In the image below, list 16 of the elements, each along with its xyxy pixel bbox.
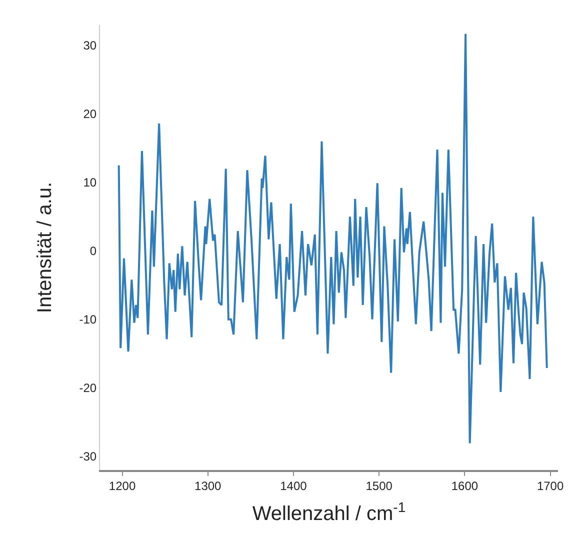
y-tick-label: -20 — [79, 381, 97, 396]
y-tick-label: 0 — [90, 244, 97, 258]
x-tick-label: 1300 — [194, 479, 222, 494]
x-tick-label: 1600 — [451, 479, 478, 494]
x-tick-label: 1500 — [366, 479, 393, 494]
y-tick-label: 10 — [83, 176, 97, 190]
x-tick-label: 1200 — [108, 479, 136, 494]
y-axis-title: Intensität / a.u. — [34, 182, 56, 314]
y-tick-label: -30 — [79, 450, 97, 464]
y-tick-label: 30 — [83, 38, 97, 53]
x-axis-title: Wellenzahl / cm$^{-1}$ — [252, 498, 406, 526]
y-tick-label: 20 — [83, 107, 97, 122]
x-tick-label: 1400 — [280, 479, 308, 494]
y-tick-label: -10 — [79, 312, 97, 327]
x-tick-label: 1700 — [536, 479, 564, 494]
line-series — [118, 32, 548, 444]
